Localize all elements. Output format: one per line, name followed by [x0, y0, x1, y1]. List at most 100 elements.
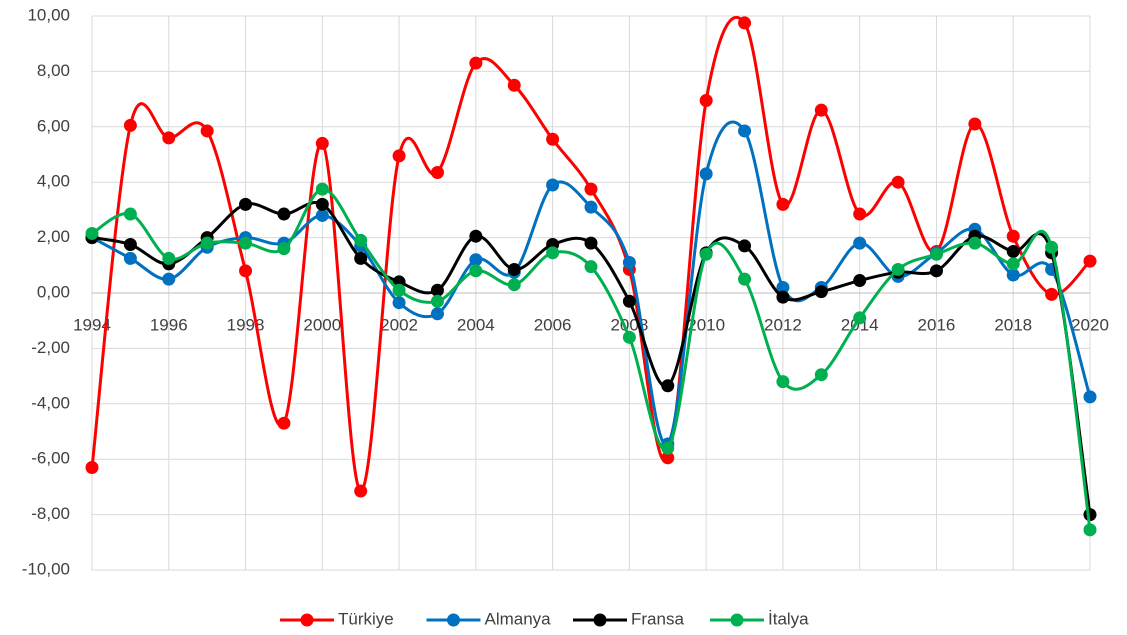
- data-point: [469, 253, 483, 267]
- x-tick-label: 2018: [994, 315, 1032, 334]
- data-point: [123, 207, 137, 221]
- data-point: [315, 136, 329, 150]
- legend-marker: [593, 613, 607, 627]
- legend-label: Türkiye: [338, 609, 394, 628]
- data-point: [200, 124, 214, 138]
- series-line: [91, 120, 1092, 447]
- data-point: [699, 247, 713, 261]
- data-point: [430, 294, 444, 308]
- data-point: [891, 175, 905, 189]
- data-point: [239, 264, 253, 278]
- data-point: [354, 251, 368, 265]
- data-point: [584, 260, 598, 274]
- data-point: [85, 461, 99, 475]
- data-point: [929, 247, 943, 261]
- data-point: [546, 178, 560, 192]
- data-point: [469, 264, 483, 278]
- x-tick-label: 2004: [457, 315, 495, 334]
- data-point: [277, 242, 291, 256]
- data-point: [584, 236, 598, 250]
- data-point: [1045, 287, 1059, 301]
- y-tick-label: 6,00: [37, 116, 70, 135]
- y-tick-label: 2,00: [37, 227, 70, 246]
- data-point: [469, 229, 483, 243]
- data-point: [622, 256, 636, 270]
- y-tick-label: -4,00: [31, 393, 70, 412]
- data-point: [123, 118, 137, 132]
- data-point: [929, 264, 943, 278]
- x-tick-label: 2012: [764, 315, 802, 334]
- data-point: [584, 200, 598, 214]
- data-point: [738, 272, 752, 286]
- x-tick-label: 2016: [918, 315, 956, 334]
- legend-label: Fransa: [631, 609, 684, 628]
- data-point: [776, 197, 790, 211]
- x-tick-label: 2020: [1071, 315, 1109, 334]
- data-point: [968, 117, 982, 131]
- data-point: [85, 226, 99, 240]
- y-tick-label: 10,00: [27, 5, 70, 24]
- data-point: [1006, 268, 1020, 282]
- data-point: [853, 236, 867, 250]
- data-point: [814, 368, 828, 382]
- data-point: [546, 132, 560, 146]
- data-point: [776, 280, 790, 294]
- x-tick-label: 1996: [150, 315, 188, 334]
- data-point: [853, 274, 867, 288]
- data-point: [622, 294, 636, 308]
- x-tick-label: 2010: [687, 315, 725, 334]
- data-point: [354, 484, 368, 498]
- data-point: [1006, 257, 1020, 271]
- data-point: [200, 236, 214, 250]
- data-point: [661, 441, 675, 455]
- data-point: [430, 283, 444, 297]
- data-point: [738, 124, 752, 138]
- data-point: [699, 167, 713, 181]
- x-tick-label: 1994: [73, 315, 111, 334]
- data-point: [392, 149, 406, 163]
- data-point: [392, 283, 406, 297]
- y-tick-label: -2,00: [31, 338, 70, 357]
- data-point: [277, 416, 291, 430]
- y-tick-label: 0,00: [37, 282, 70, 301]
- legend-label: Almanya: [485, 609, 552, 628]
- data-point: [776, 290, 790, 304]
- data-point: [1006, 229, 1020, 243]
- data-point: [853, 311, 867, 325]
- data-point: [891, 262, 905, 276]
- data-point: [1006, 244, 1020, 258]
- x-tick-label: 2000: [303, 315, 341, 334]
- legend-marker: [730, 613, 744, 627]
- data-point: [814, 103, 828, 117]
- data-point: [738, 16, 752, 30]
- y-tick-label: 4,00: [37, 172, 70, 191]
- data-point: [239, 197, 253, 211]
- data-point: [430, 166, 444, 180]
- data-point: [123, 251, 137, 265]
- data-point: [162, 272, 176, 286]
- data-point: [546, 246, 560, 260]
- data-point: [315, 208, 329, 222]
- data-point: [661, 451, 675, 465]
- data-point: [584, 182, 598, 196]
- y-tick-label: -10,00: [22, 559, 70, 578]
- y-tick-label: 8,00: [37, 61, 70, 80]
- data-point: [968, 236, 982, 250]
- legend-label: İtalya: [768, 609, 809, 628]
- data-point: [123, 238, 137, 252]
- x-tick-label: 2002: [380, 315, 418, 334]
- data-point: [699, 93, 713, 107]
- data-point: [814, 285, 828, 299]
- data-point: [392, 296, 406, 310]
- data-point: [239, 236, 253, 250]
- data-point: [162, 131, 176, 145]
- data-point: [853, 207, 867, 221]
- x-tick-label: 2006: [534, 315, 572, 334]
- data-point: [277, 207, 291, 221]
- data-point: [622, 330, 636, 344]
- data-point: [1083, 390, 1097, 404]
- data-point: [1045, 240, 1059, 254]
- data-point: [162, 251, 176, 265]
- y-tick-label: -6,00: [31, 449, 70, 468]
